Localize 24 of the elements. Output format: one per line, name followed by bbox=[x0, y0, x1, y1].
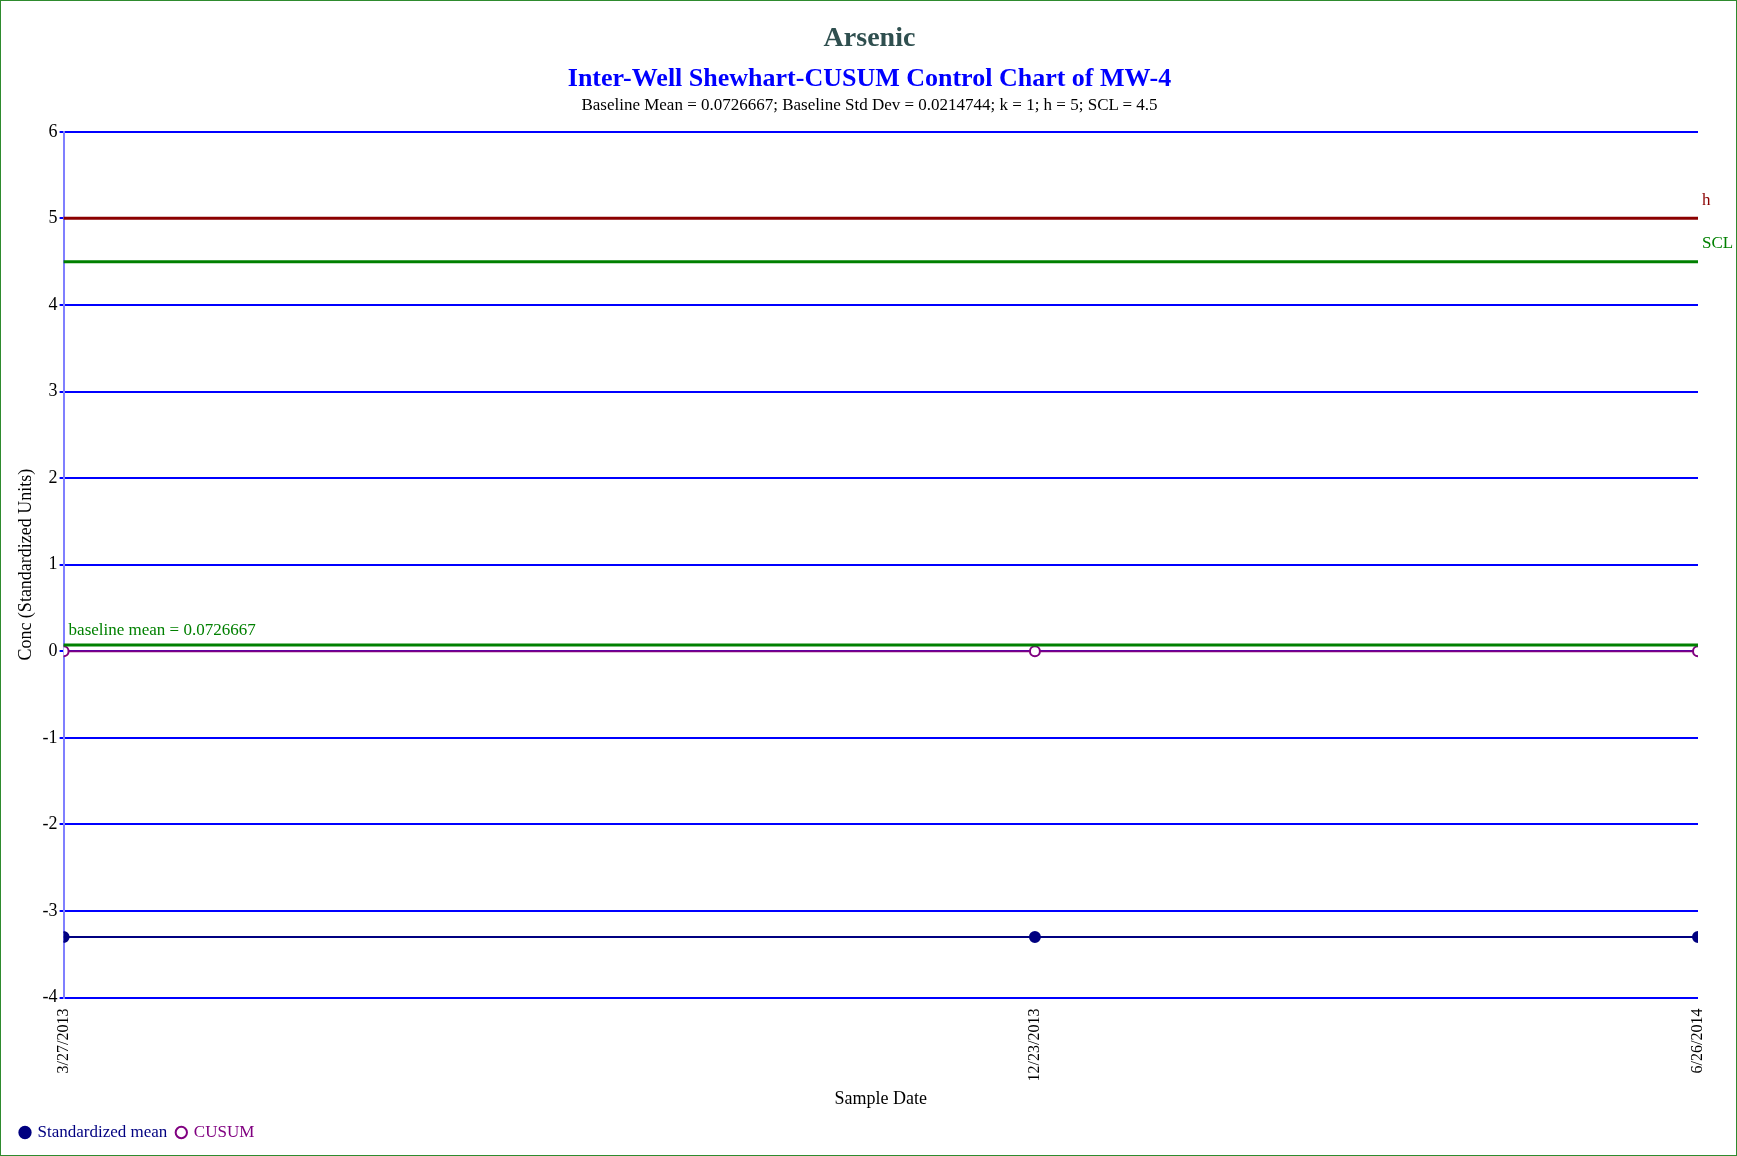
y-axis-title: Conc (Standardized Units) bbox=[14, 468, 36, 661]
legend-label: CUSUM bbox=[193, 1121, 255, 1141]
y-tick-label: 1 bbox=[48, 553, 58, 574]
x-tick-label: 6/26/2014 bbox=[1688, 1008, 1706, 1074]
chart-subtitle: Inter-Well Shewhart-CUSUM Control Chart of MW-4 bbox=[566, 62, 1173, 94]
ref-line-label: h bbox=[1702, 189, 1711, 209]
y-tick-label: -3 bbox=[42, 899, 58, 920]
y-tick-label: 3 bbox=[48, 380, 58, 401]
y-tick-label: 4 bbox=[48, 293, 58, 314]
y-tick-label: -1 bbox=[42, 726, 58, 747]
chart-title: Arsenic bbox=[822, 21, 917, 53]
x-axis-title: Sample Date bbox=[834, 1087, 928, 1108]
ref-line-label: baseline mean = 0.0726667 bbox=[68, 619, 257, 639]
y-tick-label: 0 bbox=[48, 639, 58, 660]
y-tick-label: -2 bbox=[42, 813, 58, 834]
legend-label: Standardized mean bbox=[37, 1121, 168, 1141]
y-tick-label: -4 bbox=[42, 986, 58, 1007]
text: Baseline Mean = 0.0726667; Baseline Std Dev = 0.0214744; k = 1; h = 5; SCL = 4.5 bbox=[580, 95, 1159, 115]
y-tick-label: 5 bbox=[48, 207, 58, 228]
x-tick-label: 12/23/2013 bbox=[1025, 1008, 1043, 1082]
y-tick-label: 6 bbox=[48, 120, 58, 141]
x-tick-label: 3/27/2013 bbox=[53, 1008, 71, 1074]
y-tick-label: 2 bbox=[48, 466, 58, 487]
ref-line-label: SCL bbox=[1702, 233, 1734, 253]
